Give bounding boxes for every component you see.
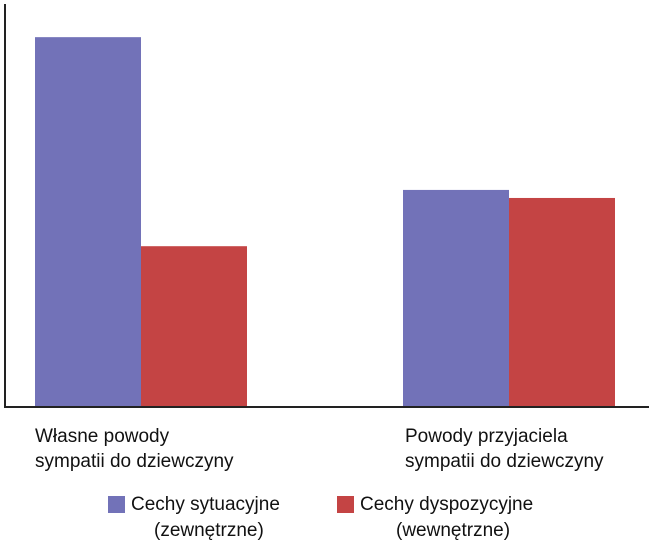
legend-swatch-0 [108, 496, 125, 513]
category-label-1: Powody przyjaciela sympatii do dziewczyn… [405, 424, 604, 474]
legend-label-0-line-1: Cechy sytuacyjne [131, 494, 280, 515]
category-label-0-line-1: Własne powody [35, 426, 170, 447]
legend-swatch-1 [337, 496, 354, 513]
legend-label-0-line-2: (zewnętrzne) [154, 520, 264, 541]
category-label-0-line-2: sympatii do dziewczyny [35, 451, 234, 472]
bar-series-1-category-1 [509, 197, 615, 407]
bar-series-1-category-0 [141, 246, 247, 407]
category-label-1-line-2: sympatii do dziewczyny [405, 451, 604, 472]
legend-label-1-line-1: Cechy dyspozycyjne [360, 494, 534, 515]
category-label-1-line-1: Powody przyjaciela [405, 426, 568, 447]
legend-label-1-line-2: (wewnętrzne) [396, 520, 511, 541]
category-label-0: Własne powody sympatii do dziewczyny [35, 424, 234, 474]
bar-series-0-category-0 [35, 37, 141, 407]
bar-series-0-category-1 [403, 189, 509, 407]
